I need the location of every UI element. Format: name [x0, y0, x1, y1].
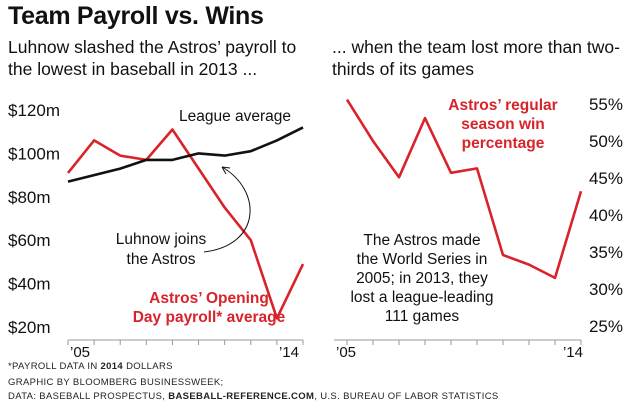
- luhnow-label-line: the Astros: [127, 251, 196, 268]
- y-tick-label-right: 45%: [589, 169, 623, 188]
- x-tick-label-left: ’14: [279, 344, 299, 361]
- luhnow-arrow: [203, 166, 251, 253]
- world-series-note-line: the World Series in: [357, 251, 488, 268]
- y-tick-label-right: 30%: [589, 280, 623, 299]
- footnote-sources: DATA: BASEBALL PROSPECTUS, BASEBALL-REFE…: [8, 391, 499, 402]
- astros-payroll-label-line: Day payroll* average: [133, 309, 286, 326]
- league-average-label: League average: [179, 108, 291, 125]
- y-tick-label-right: 35%: [589, 243, 623, 262]
- luhnow-label-line: Luhnow joins: [116, 231, 207, 248]
- y-tick-label-left: $120m: [8, 101, 60, 120]
- win-percentage-line: [345, 98, 583, 280]
- subtitle-left: Luhnow slashed the Astros’ payroll to th…: [8, 37, 297, 79]
- astros-payroll-label-line: Astros’ Opening: [149, 290, 269, 307]
- world-series-note-line: The Astros made: [363, 232, 480, 249]
- luhnow-arrowhead: [221, 166, 231, 175]
- league-average-line: [67, 126, 304, 183]
- x-tick-label-right: ’14: [563, 344, 583, 361]
- world-series-note-line: 2005; in 2013, they: [356, 270, 488, 287]
- y-tick-label-left: $100m: [8, 144, 60, 163]
- x-tick-label-left: ’05: [70, 344, 90, 361]
- win-percentage-label-line: season win: [461, 116, 545, 133]
- astros-payroll-line: [66, 128, 305, 320]
- y-tick-label-right: 25%: [589, 317, 623, 336]
- y-tick-label-left: $80m: [8, 188, 51, 207]
- win-percentage-label-line: Astros’ regular: [448, 97, 557, 114]
- y-tick-label-left: $20m: [8, 318, 51, 337]
- world-series-note-line: 111 games: [385, 308, 460, 325]
- footnote-payroll: *PAYROLL DATA IN 2014 DOLLARS: [8, 361, 173, 372]
- y-tick-label-right: 40%: [589, 206, 623, 225]
- y-tick-label-right: 50%: [589, 132, 623, 151]
- x-tick-label-right: ’05: [336, 344, 356, 361]
- win-percentage-label-line: percentage: [462, 135, 545, 152]
- y-tick-label-left: $40m: [8, 275, 51, 294]
- y-tick-label-left: $60m: [8, 231, 51, 250]
- chart-title: Team Payroll vs. Wins: [8, 2, 264, 30]
- footnote-credit: GRAPHIC BY BLOOMBERG BUSINESSWEEK;: [8, 377, 224, 388]
- y-tick-label-right: 55%: [589, 95, 623, 114]
- subtitle-right: ... when the team lost more than two-thi…: [332, 37, 620, 79]
- world-series-note-line: lost a league-leading: [350, 289, 493, 306]
